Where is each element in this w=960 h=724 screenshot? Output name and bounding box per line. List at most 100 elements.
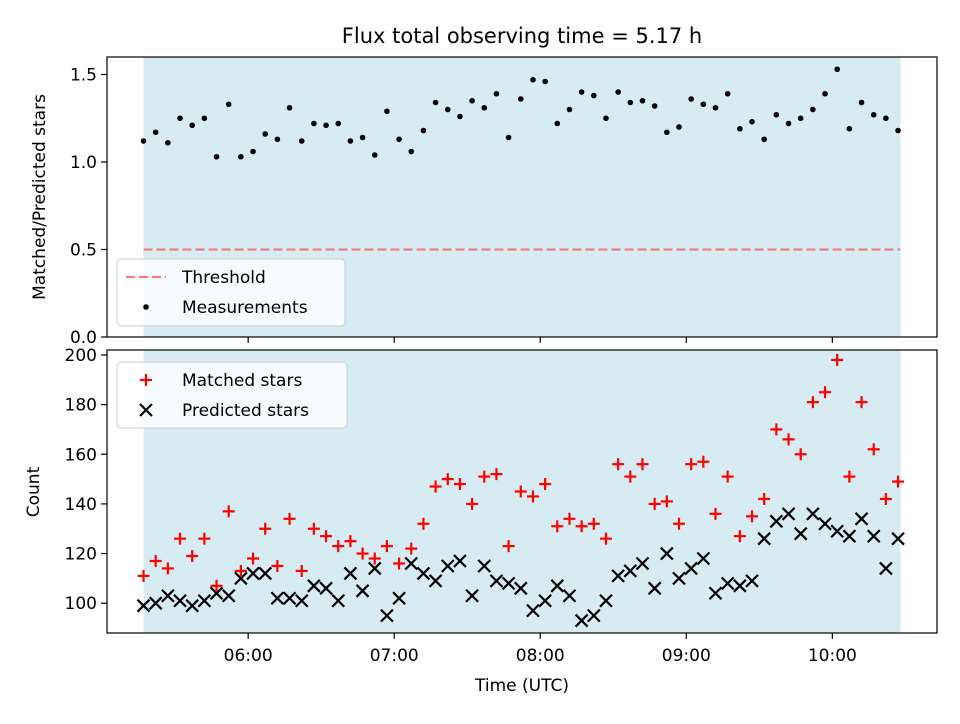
matched-marker xyxy=(855,396,868,409)
measurement-point xyxy=(384,108,390,115)
predicted-marker xyxy=(197,593,212,608)
matched-marker xyxy=(867,443,880,456)
measurement-point xyxy=(505,134,512,141)
matched-marker xyxy=(466,497,479,510)
predicted-marker xyxy=(355,584,370,598)
matched-marker xyxy=(417,517,430,530)
measurement-point xyxy=(396,136,402,143)
predicted-marker xyxy=(660,546,674,561)
predicted-marker xyxy=(343,566,358,581)
matched-marker xyxy=(563,512,576,525)
predicted-marker xyxy=(307,579,321,593)
matched-marker xyxy=(794,448,807,461)
predicted-marker xyxy=(733,579,747,593)
figure-title: Flux total observing time = 5.17 h xyxy=(342,24,702,48)
measurement-point xyxy=(822,90,828,97)
measurement-point xyxy=(773,111,780,118)
matched-marker xyxy=(368,552,381,565)
predicted-marker xyxy=(294,593,309,608)
predicted-marker xyxy=(526,603,540,618)
predicted-marker xyxy=(745,574,759,588)
measurement-point xyxy=(615,89,621,95)
measurement-point xyxy=(238,153,244,160)
bottom-x-tick-label: 09:00 xyxy=(662,646,711,666)
predicted-marker xyxy=(331,593,346,608)
predicted-marker xyxy=(842,529,857,543)
predicted-marker xyxy=(879,561,893,576)
predicted-marker xyxy=(866,529,881,543)
legend-predicted-swatch xyxy=(139,403,153,417)
measurement-point xyxy=(274,136,281,143)
matched-marker xyxy=(843,470,856,483)
top-x-ticks xyxy=(247,337,833,343)
measurement-point xyxy=(469,97,475,104)
bottom-x-tick-label: 07:00 xyxy=(370,646,419,666)
top-y-tick-label: 0.5 xyxy=(70,241,97,261)
predicted-marker xyxy=(246,566,260,581)
bottom-y-tick-label: 120 xyxy=(65,545,97,565)
measurement-point xyxy=(554,120,561,127)
measurement-point xyxy=(457,113,463,120)
matched-marker xyxy=(222,505,235,518)
matched-marker xyxy=(697,455,710,468)
top-y-tick-label: 1.5 xyxy=(70,66,97,86)
predicted-marker xyxy=(672,571,686,586)
matched-marker xyxy=(514,485,527,498)
matched-marker xyxy=(186,550,199,563)
bottom-y-tick-label: 180 xyxy=(65,396,97,416)
matched-marker xyxy=(746,510,759,523)
matched-marker xyxy=(259,522,272,535)
matched-marker xyxy=(879,492,892,505)
predicted-marker xyxy=(173,593,187,608)
predicted-marker xyxy=(234,571,248,586)
top-y-tick-label: 0.0 xyxy=(70,328,97,348)
predicted-marker xyxy=(392,591,406,606)
matched-marker xyxy=(283,512,296,525)
predicted-marker xyxy=(209,586,224,601)
predicted-marker xyxy=(282,591,297,606)
predicted-marker xyxy=(891,531,905,546)
matched-marker xyxy=(320,530,333,543)
matched-marker xyxy=(344,535,357,548)
predicted-marker xyxy=(514,581,528,596)
measurement-point xyxy=(688,96,694,102)
predicted-marker xyxy=(185,598,199,613)
measurement-point xyxy=(177,115,183,122)
matched-marker xyxy=(380,540,393,553)
predicted-marker xyxy=(818,516,832,531)
matched-marker xyxy=(332,540,345,553)
measurement-point xyxy=(651,103,658,109)
bottom-legend: Matched stars Predicted stars xyxy=(116,361,348,429)
matched-marker xyxy=(782,433,795,446)
measurement-point xyxy=(323,122,329,129)
matched-marker xyxy=(709,507,722,520)
measurement-point xyxy=(591,92,597,99)
bottom-y-tick-label: 140 xyxy=(65,495,97,515)
matched-marker xyxy=(502,540,515,553)
measurement-point xyxy=(785,120,792,127)
predicted-marker xyxy=(501,576,516,591)
measurement-point xyxy=(797,115,804,122)
predicted-marker xyxy=(161,588,175,603)
matched-marker xyxy=(490,468,503,481)
predicted-marker xyxy=(428,574,443,588)
matched-marker xyxy=(599,532,612,545)
bottom-y-axis: 100 120 140 160 180 200 xyxy=(65,346,107,614)
matched-marker xyxy=(575,520,588,533)
matched-marker xyxy=(478,470,491,483)
bottom-y-tick-label: 160 xyxy=(65,445,97,465)
matched-marker xyxy=(648,497,661,510)
measurement-point xyxy=(846,125,853,132)
predicted-marker xyxy=(148,596,163,610)
bottom-x-tick-label: 08:00 xyxy=(516,646,565,666)
matched-marker xyxy=(587,517,600,530)
predicted-marker xyxy=(647,581,662,596)
matched-marker xyxy=(441,473,454,486)
measurement-point xyxy=(140,138,147,144)
measurement-point xyxy=(347,138,354,144)
measurement-point xyxy=(895,127,901,134)
predicted-marker xyxy=(793,526,808,541)
predicted-marker xyxy=(367,561,382,576)
predicted-marker xyxy=(696,551,711,566)
